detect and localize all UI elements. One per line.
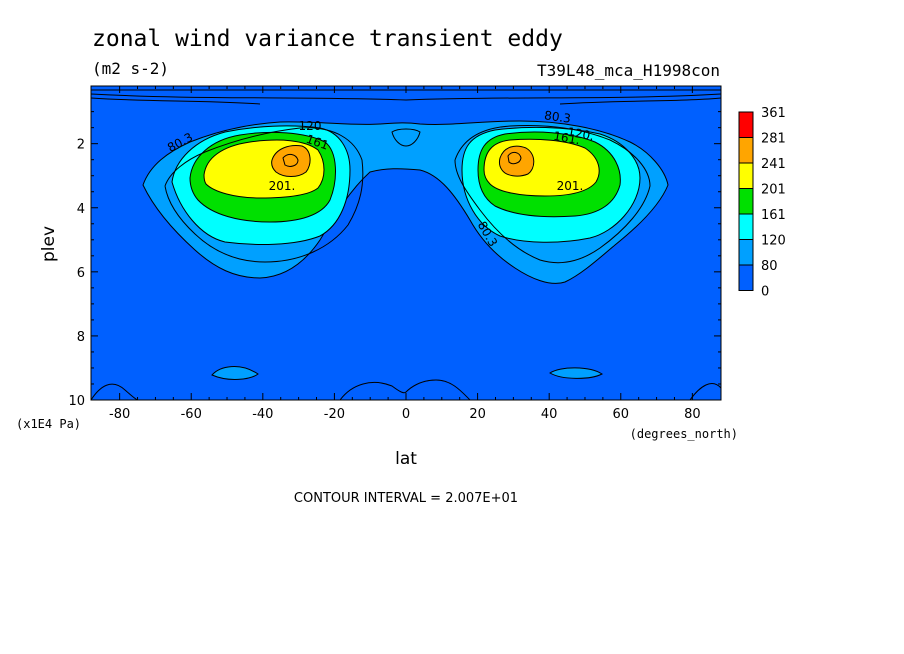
- contour-line-80-left: [164, 127, 364, 263]
- x-tick-label: 60: [612, 407, 629, 422]
- colorbar-label: 361: [761, 106, 786, 121]
- contour-fill-patch-lower-left: [211, 366, 259, 380]
- chart-units: (m2 s-2): [92, 59, 169, 78]
- y-tick-label: 4: [77, 202, 85, 217]
- x-tick-label: -80: [109, 407, 130, 422]
- contour-label: 120: [299, 119, 322, 133]
- colorbar-swatch: [738, 137, 754, 164]
- contour-label: 201.: [557, 179, 584, 193]
- y-tick-label: 6: [77, 266, 85, 281]
- colorbar-label: 80: [761, 259, 778, 274]
- colorbar-swatch: [738, 239, 754, 266]
- colorbar-swatch: [738, 213, 754, 240]
- y-axis-label: plev: [39, 226, 59, 262]
- x-tick-label: -60: [181, 407, 202, 422]
- colorbar-label: 0: [761, 285, 769, 300]
- x-tick-label: -40: [252, 407, 273, 422]
- x-axis: -80 -60 -40 -20 0 20 40 60 80: [109, 86, 701, 422]
- contour-fill-patch-upper: [391, 128, 421, 147]
- y-axis-units: (x1E4 Pa): [16, 417, 81, 431]
- contour-fill-241: [271, 145, 535, 177]
- contour-label: 201.: [269, 179, 296, 193]
- dataset-label: T39L48_mca_H1998con: [537, 61, 720, 80]
- contour-label: 161.: [552, 129, 581, 147]
- y-tick-label: 2: [77, 138, 85, 153]
- colorbar-label: 120: [761, 234, 786, 249]
- colorbar-label: 241: [761, 157, 786, 172]
- y-tick-label: 8: [77, 330, 85, 345]
- colorbar-swatch: [738, 188, 754, 215]
- x-tick-label: 20: [469, 407, 486, 422]
- contour-line-80-right: [454, 125, 651, 264]
- x-tick-label: -20: [324, 407, 345, 422]
- contour-line-281: [282, 151, 522, 167]
- contour-fill-patch-lower-right: [549, 367, 603, 379]
- x-axis-units: (degrees_north): [630, 427, 738, 441]
- y-tick-label: 10: [68, 394, 85, 409]
- colorbar-label: 201: [761, 183, 786, 198]
- x-axis-label: lat: [395, 449, 417, 469]
- colorbar: 361 281 241 201 161 120 80 0: [738, 106, 786, 300]
- colorbar-label: 161: [761, 208, 786, 223]
- contour-label: 120.: [566, 125, 595, 143]
- colorbar-swatch: [738, 264, 754, 291]
- colorbar-label: 281: [761, 132, 786, 147]
- x-tick-label: 80: [684, 407, 701, 422]
- contour-label: 80.3: [543, 108, 571, 126]
- y-axis: 2 4 6 8 10: [68, 111, 721, 409]
- colorbar-swatch: [738, 162, 754, 189]
- contour-interval-text: CONTOUR INTERVAL = 2.007E+01: [294, 491, 518, 506]
- colorbar-swatch: [738, 111, 754, 138]
- chart-title: zonal wind variance transient eddy: [92, 26, 563, 52]
- x-tick-label: 40: [541, 407, 558, 422]
- x-tick-label: 0: [402, 407, 410, 422]
